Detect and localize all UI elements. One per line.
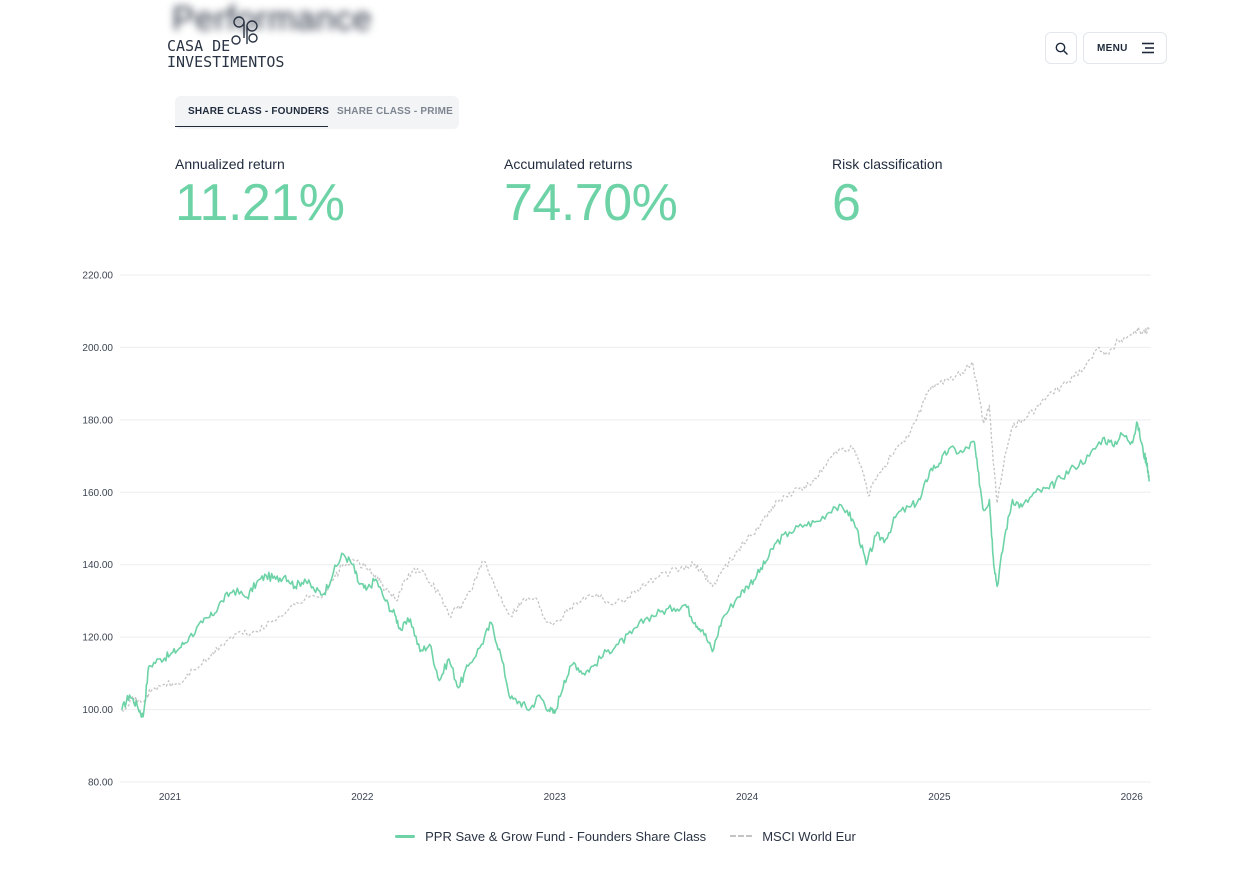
search-icon	[1055, 42, 1068, 55]
stat-risk-classification: Risk classification 6	[832, 156, 942, 232]
stat-value: 6	[832, 174, 861, 232]
stat-value: 11.21%	[175, 174, 345, 232]
y-tick-label: 120.00	[82, 633, 113, 644]
x-tick-label: 2026	[1121, 792, 1144, 803]
x-tick-label: 2022	[351, 792, 374, 803]
y-tick-label: 80.00	[88, 778, 113, 789]
legend-item-fund[interactable]: PPR Save & Grow Fund - Founders Share Cl…	[395, 829, 706, 844]
logo-line-2: INVESTIMENTOS	[167, 53, 285, 71]
tab-share-class-prime[interactable]: SHARE CLASS - PRIME	[337, 106, 454, 117]
legend-item-benchmark[interactable]: MSCI World Eur	[730, 829, 856, 844]
hamburger-icon	[1142, 42, 1154, 54]
fund-series-line	[121, 421, 1150, 718]
stat-label: Annualized return	[175, 156, 285, 172]
legend-swatch-fund	[395, 834, 416, 838]
legend-swatch-benchmark	[730, 835, 753, 837]
y-tick-label: 140.00	[82, 560, 113, 571]
stat-label: Risk classification	[832, 156, 943, 172]
x-tick-label: 2023	[544, 792, 567, 803]
x-tick-label: 2021	[159, 792, 182, 803]
logo[interactable]: CASA DE INVESTIMENTOS	[167, 14, 287, 70]
search-button[interactable]	[1045, 32, 1077, 64]
share-class-tabs: SHARE CLASS - FOUNDERS SHARE CLASS - PRI…	[175, 96, 459, 129]
y-tick-label: 160.00	[82, 488, 113, 499]
y-tick-label: 220.00	[82, 271, 113, 282]
performance-chart: 220.00 200.00 180.00 160.00 140.00 120.00 100.…	[82, 271, 1151, 803]
stat-label: Accumulated returns	[504, 156, 633, 172]
y-tick-label: 200.00	[82, 343, 113, 354]
stat-annualized-return: Annualized return 11.21%	[175, 156, 345, 232]
logo-mark-icon	[231, 16, 258, 45]
y-tick-label: 100.00	[82, 705, 113, 716]
legend-label-fund: PPR Save & Grow Fund - Founders Share Cl…	[425, 828, 707, 844]
stat-value: 74.70%	[504, 174, 678, 232]
logo-line-1: CASA DE	[167, 37, 231, 55]
x-tick-label: 2025	[928, 792, 951, 803]
chart-legend: PPR Save & Grow Fund - Founders Share Cl…	[0, 826, 1251, 846]
y-tick-label: 180.00	[82, 415, 113, 426]
stat-accumulated-returns: Accumulated returns 74.70%	[504, 156, 678, 232]
tab-share-class-founders[interactable]: SHARE CLASS - FOUNDERS	[175, 96, 329, 127]
menu-button[interactable]: MENU	[1083, 32, 1167, 64]
menu-label: MENU	[1097, 42, 1128, 54]
x-tick-label: 2024	[736, 792, 759, 803]
legend-label-benchmark: MSCI World Eur	[762, 828, 856, 844]
benchmark-series-line	[121, 326, 1150, 712]
page-heading-blurred: Performance	[172, 0, 373, 38]
